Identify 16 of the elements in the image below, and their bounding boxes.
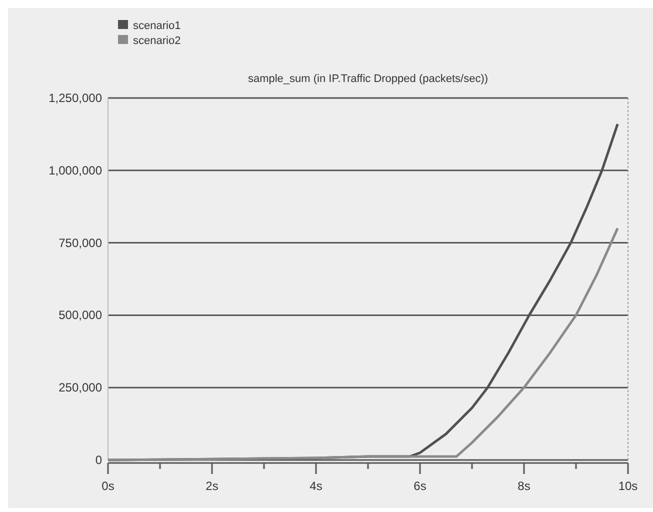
x-tick-label: 2s [206, 479, 218, 493]
legend-label: scenario1 [133, 20, 181, 32]
legend-label: scenario2 [133, 35, 181, 47]
x-tick-label: 10s [618, 479, 638, 493]
x-tick-label: 6s [414, 479, 426, 493]
chart-title: sample_sum (in IP.Traffic Dropped (packets/sec)) [248, 73, 488, 85]
line-series [106, 227, 619, 462]
y-tick-label: 250,000 [58, 380, 102, 395]
y-tick-label: 1,250,000 [48, 91, 102, 105]
x-tick-label: 0s [102, 479, 114, 493]
x-tick-label: 4s [310, 479, 322, 493]
y-tick-label: 1,000,000 [48, 163, 102, 178]
y-tick-label: 750,000 [58, 236, 102, 250]
x-tick-label: 8s [518, 479, 530, 493]
y-tick-label: 500,000 [58, 308, 102, 322]
y-tick-label: 0 [95, 453, 102, 467]
